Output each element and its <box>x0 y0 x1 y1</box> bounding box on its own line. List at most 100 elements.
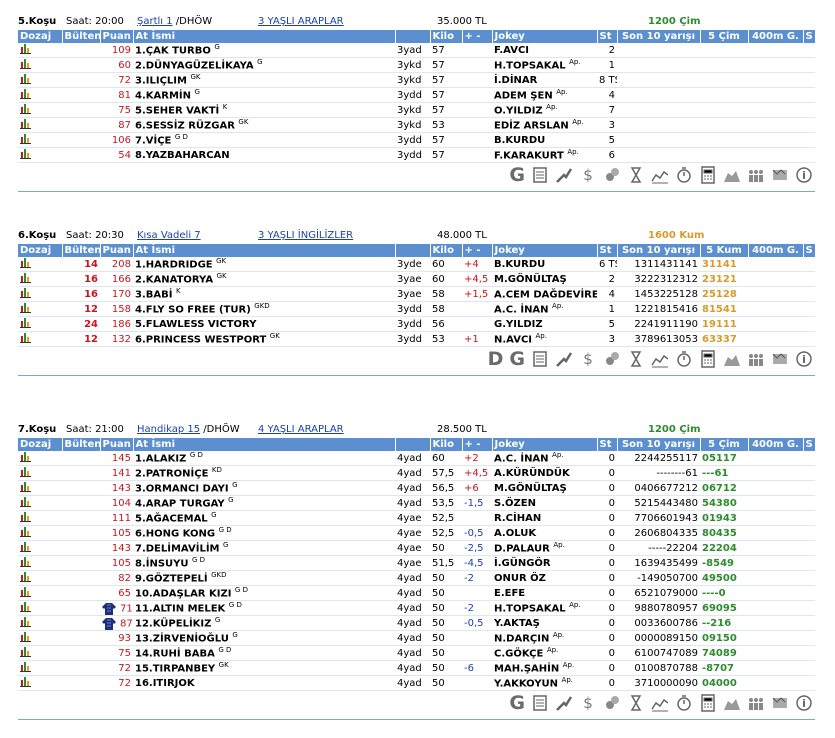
stats-icon[interactable] <box>20 601 31 612</box>
header-cell[interactable]: St <box>597 438 618 451</box>
jockey[interactable]: A.KÜRÜNDÜK <box>494 467 570 479</box>
jockey[interactable]: ADEM ŞEN <box>494 90 553 102</box>
tool-icon[interactable] <box>603 350 621 368</box>
header-cell[interactable]: Son 10 yarışı <box>617 30 701 43</box>
jockey[interactable]: F.KARAKURT <box>494 150 564 162</box>
horse-name[interactable]: 16.ITIRJOK <box>135 677 195 689</box>
tool-icon[interactable] <box>675 350 693 368</box>
tool-letter[interactable]: D <box>487 348 504 370</box>
stats-icon[interactable] <box>20 676 31 687</box>
header-cell[interactable]: 5 Çim <box>700 30 749 43</box>
header-cell[interactable]: 5 Çim <box>700 438 749 451</box>
header-cell[interactable]: + - <box>462 30 493 43</box>
horse-name[interactable]: 6.HONG KONG <box>135 528 216 540</box>
stats-icon[interactable] <box>20 332 31 343</box>
header-cell[interactable]: 400m G. <box>748 30 804 43</box>
horse-name[interactable]: 5.SEHER VAKTİ <box>135 105 220 117</box>
stats-icon[interactable] <box>20 302 31 313</box>
tool-icon[interactable] <box>531 694 549 712</box>
horse-name[interactable]: 7.VİÇE <box>135 135 172 147</box>
horse-name[interactable]: 14.RUHİ BABA <box>135 648 215 660</box>
stats-icon[interactable] <box>20 571 31 582</box>
stats-icon[interactable] <box>20 451 31 462</box>
horse-name[interactable]: 4.FLY SO FREE (TUR) <box>135 304 251 316</box>
tool-icon[interactable] <box>627 166 645 184</box>
header-cell[interactable]: Puan <box>100 30 134 43</box>
tool-icon[interactable] <box>531 166 549 184</box>
tool-icon[interactable] <box>627 694 645 712</box>
tool-icon[interactable] <box>699 166 717 184</box>
tool-icon[interactable] <box>627 350 645 368</box>
horse-name[interactable]: 5.FLAWLESS VICTORY <box>135 318 257 330</box>
header-cell[interactable]: St <box>597 244 618 257</box>
header-cell[interactable]: Puan <box>100 438 134 451</box>
stats-icon[interactable] <box>20 631 31 642</box>
stats-icon[interactable] <box>20 58 31 69</box>
jockey[interactable]: M.GÖNÜLTAŞ <box>494 273 567 285</box>
tool-icon[interactable] <box>699 350 717 368</box>
stats-icon[interactable] <box>20 526 31 537</box>
tool-icon[interactable] <box>771 694 789 712</box>
header-cell[interactable]: S <box>803 438 816 451</box>
header-cell[interactable]: Son 10 yarışı <box>617 244 701 257</box>
horse-name[interactable]: 8.İNSUYU <box>135 558 189 570</box>
race-class[interactable]: 4 YAŞLI ARAPLAR <box>258 424 344 435</box>
stats-icon[interactable] <box>20 133 31 144</box>
horse-name[interactable]: 1.ALAKIZ <box>135 453 187 465</box>
header-cell[interactable]: Kilo <box>430 438 463 451</box>
header-cell[interactable]: Kilo <box>430 30 463 43</box>
race-type-link[interactable]: Şartlı 1 <box>137 16 173 27</box>
header-cell[interactable]: Dozaj <box>18 244 63 257</box>
jockey[interactable]: C.GÖKÇE <box>494 648 544 660</box>
header-cell[interactable]: Jokey <box>492 244 598 257</box>
horse-name[interactable]: 15.TIRPANBEY <box>135 663 216 675</box>
tool-icon[interactable]: i <box>795 694 813 712</box>
horse-name[interactable]: 2.PATRONİÇE <box>135 468 209 480</box>
tool-icon[interactable] <box>771 350 789 368</box>
tool-icon[interactable]: $ <box>579 350 597 368</box>
header-cell[interactable]: Bülten <box>62 438 101 451</box>
horse-name[interactable]: 1.ÇAK TURBO <box>135 45 211 57</box>
header-cell[interactable]: Jokey <box>492 30 598 43</box>
header-cell[interactable]: + - <box>462 438 493 451</box>
jockey[interactable]: N.AVCI <box>494 334 533 346</box>
race-type-link[interactable]: Kısa Vadeli 7 <box>137 230 201 241</box>
stats-icon[interactable] <box>20 661 31 672</box>
tool-icon[interactable] <box>651 166 669 184</box>
tool-icon[interactable]: $ <box>579 694 597 712</box>
race-class[interactable]: 3 YAŞLI İNGİLİZLER <box>258 230 354 241</box>
horse-name[interactable]: 3.BABİ <box>135 289 173 301</box>
header-cell[interactable]: Jokey <box>492 438 598 451</box>
tool-letter[interactable]: G <box>509 164 525 186</box>
stats-icon[interactable] <box>20 118 31 129</box>
jockey[interactable]: ONUR ÖZ <box>494 572 546 584</box>
header-cell[interactable]: S <box>803 30 816 43</box>
tool-icon[interactable] <box>555 694 573 712</box>
jockey[interactable]: B.KURDU <box>494 134 546 146</box>
stats-icon[interactable] <box>20 646 31 657</box>
header-cell[interactable]: + - <box>462 244 493 257</box>
horse-name[interactable]: 13.ZİRVENİOĞLU <box>135 633 229 645</box>
horse-name[interactable]: 2.KANATORYA <box>135 274 214 286</box>
jockey[interactable]: A.OLUK <box>494 527 537 539</box>
header-cell[interactable]: Puan <box>100 244 134 257</box>
header-cell[interactable]: 400m G. <box>748 244 804 257</box>
jockey[interactable]: İ.GÜNGÖR <box>494 557 551 569</box>
jockey[interactable]: H.TOPSAKAL <box>494 603 566 615</box>
stats-icon[interactable] <box>20 103 31 114</box>
tool-icon[interactable] <box>747 694 765 712</box>
tool-icon[interactable] <box>603 166 621 184</box>
stats-icon[interactable] <box>20 541 31 552</box>
jockey[interactable]: E.EFE <box>494 587 526 599</box>
jockey[interactable]: F.AVCI <box>494 44 530 56</box>
tool-icon[interactable]: $ <box>579 166 597 184</box>
horse-name[interactable]: 10.ADAŞLAR KIZI <box>135 588 232 600</box>
stats-icon[interactable] <box>20 496 31 507</box>
stats-icon[interactable] <box>20 481 31 492</box>
horse-name[interactable]: 3.ORMANCI DAYI <box>135 483 229 495</box>
horse-name[interactable]: 2.DÜNYAGÜZELİKAYA <box>135 60 254 72</box>
header-cell[interactable]: Kilo <box>430 244 463 257</box>
stats-icon[interactable] <box>20 73 31 84</box>
tool-letter[interactable]: G <box>509 692 525 714</box>
horse-name[interactable]: 4.ARAP TURGAY <box>135 498 225 510</box>
